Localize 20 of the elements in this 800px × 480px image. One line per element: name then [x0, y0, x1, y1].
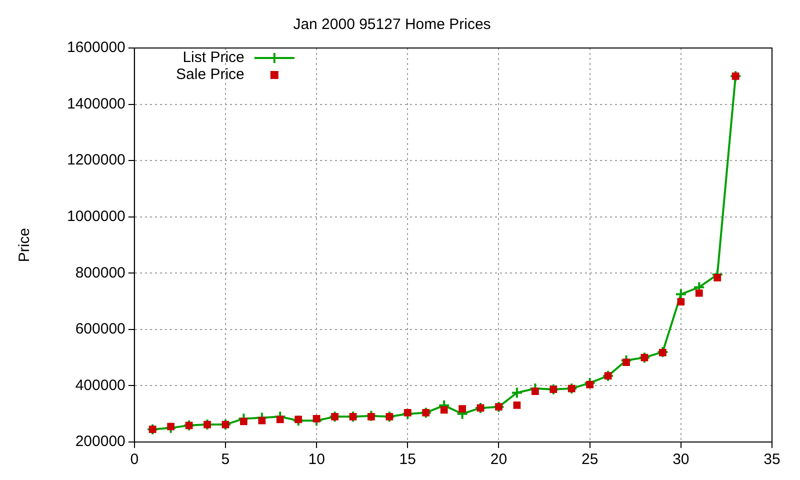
x-tick-label: 5 [221, 451, 230, 468]
x-tick-label: 35 [764, 451, 780, 468]
x-tick-label: 10 [308, 451, 325, 468]
y-axis-title: Price [16, 228, 34, 262]
legend-label: List Price [182, 49, 244, 66]
y-tick-label: 200000 [75, 433, 126, 450]
x-tick-label: 25 [581, 451, 598, 468]
y-tick-label: 600000 [75, 320, 126, 338]
y-tick-label: 800000 [75, 264, 126, 282]
y-tick-label: 400000 [75, 376, 126, 394]
legend-label: Sale Price [176, 66, 244, 84]
y-tick-label: 1600000 [66, 39, 126, 56]
chart-title: Jan 2000 95127 Home Prices [293, 16, 491, 34]
x-tick-label: 20 [490, 451, 508, 468]
x-tick-label: 30 [672, 451, 690, 468]
x-tick-label: 15 [399, 451, 416, 468]
y-tick-label: 1200000 [66, 152, 126, 169]
y-tick-label: 1400000 [66, 95, 126, 112]
x-tick-label: 0 [130, 451, 139, 468]
y-tick-label: 1000000 [66, 208, 126, 225]
